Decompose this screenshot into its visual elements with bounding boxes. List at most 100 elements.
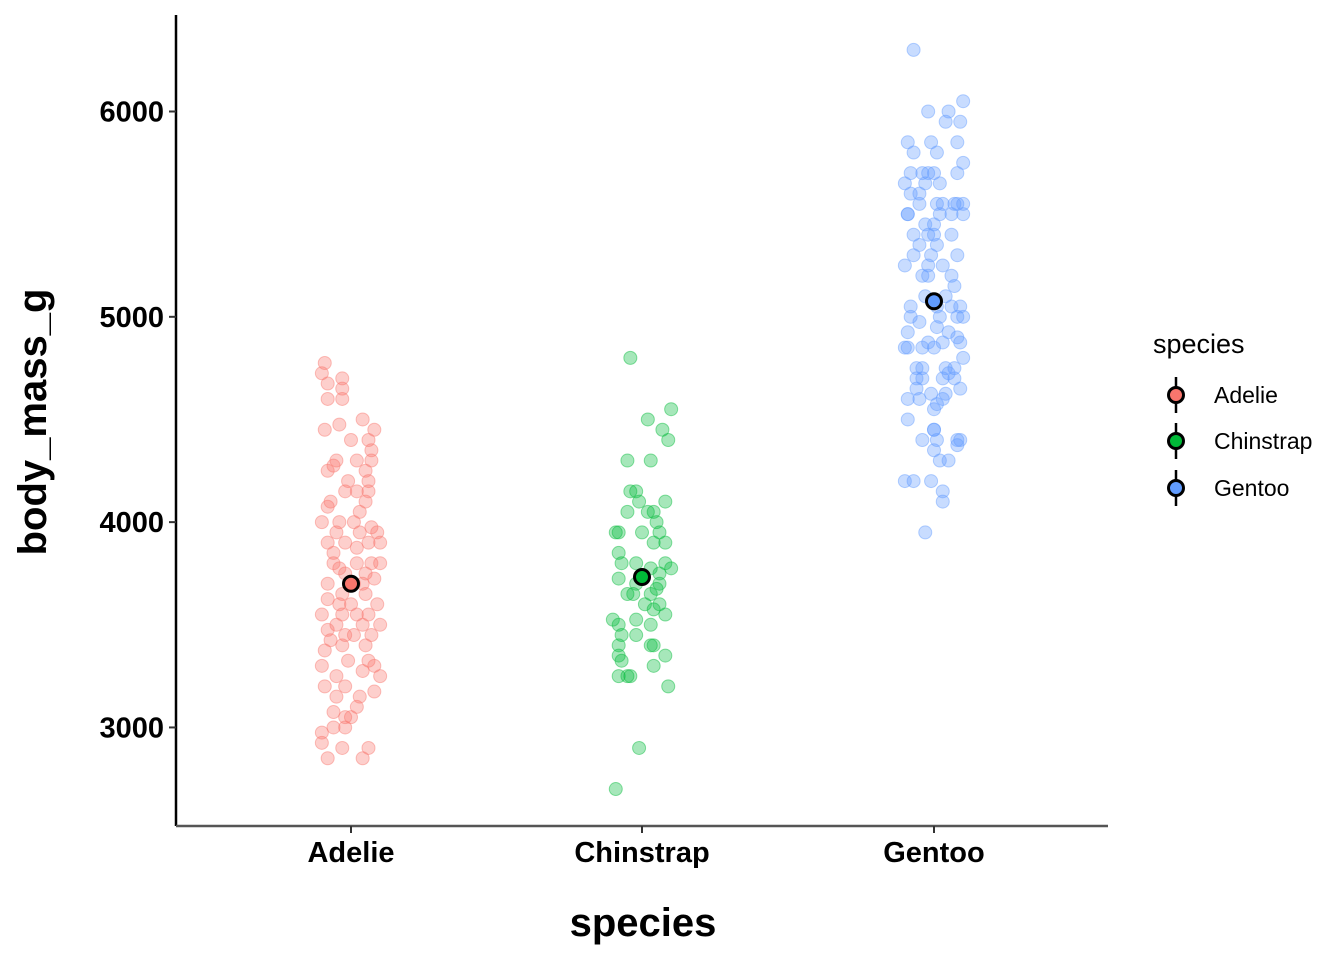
data-point xyxy=(929,145,944,160)
data-point xyxy=(944,268,959,283)
data-point xyxy=(361,535,376,550)
data-point xyxy=(352,689,367,704)
data-point xyxy=(655,422,670,437)
data-point xyxy=(929,320,944,335)
data-point xyxy=(349,556,364,571)
data-point xyxy=(646,602,661,617)
data-point xyxy=(320,576,335,591)
data-point xyxy=(938,114,953,129)
data-point xyxy=(909,371,924,386)
data-point xyxy=(344,433,358,448)
data-point xyxy=(361,740,376,755)
data-point xyxy=(935,494,950,509)
data-point xyxy=(320,622,335,637)
data-point xyxy=(629,628,644,643)
data-point xyxy=(924,474,939,489)
data-point xyxy=(935,484,950,499)
data-point xyxy=(929,196,944,211)
data-point xyxy=(915,361,930,376)
data-point xyxy=(944,227,959,242)
data-point xyxy=(629,612,644,627)
data-point xyxy=(358,638,373,653)
data-point xyxy=(367,422,382,437)
data-point xyxy=(921,227,936,242)
data-point xyxy=(329,669,344,684)
data-point xyxy=(956,94,971,109)
data-point xyxy=(344,710,358,725)
data-point xyxy=(637,597,652,612)
data-point xyxy=(640,412,655,427)
data-point xyxy=(909,381,924,396)
data-point xyxy=(935,335,950,350)
data-point xyxy=(326,545,341,560)
data-point xyxy=(373,535,388,550)
data-point xyxy=(947,371,962,386)
data-point xyxy=(646,658,661,673)
x-axis-title: species xyxy=(570,901,717,945)
data-point xyxy=(918,176,933,191)
data-point xyxy=(953,381,968,396)
data-point xyxy=(361,484,376,499)
data-point xyxy=(935,258,950,273)
data-point xyxy=(614,653,629,668)
data-point xyxy=(620,586,635,601)
data-point xyxy=(329,689,344,704)
data-point xyxy=(611,669,626,684)
legend-label: Adelie xyxy=(1214,382,1278,408)
data-point xyxy=(912,237,927,252)
y-tick-label: 6000 xyxy=(99,96,164,128)
data-point xyxy=(918,525,933,540)
data-point xyxy=(658,494,673,509)
data-point xyxy=(355,751,370,766)
data-point xyxy=(373,617,388,632)
data-point xyxy=(373,669,388,684)
data-point xyxy=(953,299,968,314)
data-point xyxy=(364,556,379,571)
data-point xyxy=(349,453,364,468)
data-point xyxy=(332,515,347,530)
data-point xyxy=(938,386,953,401)
data-point xyxy=(947,196,962,211)
data-point xyxy=(927,340,941,355)
data-point xyxy=(611,638,626,653)
data-point xyxy=(620,504,635,519)
data-point xyxy=(915,166,930,181)
data-point xyxy=(944,299,959,314)
data-point xyxy=(332,417,347,432)
data-point xyxy=(927,166,941,181)
data-point xyxy=(358,586,373,601)
data-point xyxy=(906,248,921,263)
x-tick-label: Gentoo xyxy=(883,837,985,869)
data-point xyxy=(921,268,936,283)
data-point xyxy=(950,309,965,324)
data-point xyxy=(903,309,918,324)
data-point xyxy=(927,227,941,242)
data-point xyxy=(932,207,947,222)
data-point xyxy=(924,135,939,150)
data-point xyxy=(361,474,376,489)
data-point xyxy=(338,535,353,550)
axes-layer: 3000 4000 5000 6000 Adelie Chinstrap Gentoo xyxy=(99,15,1108,869)
data-point xyxy=(611,525,626,540)
data-point xyxy=(329,453,344,468)
data-point xyxy=(927,422,941,437)
data-point xyxy=(361,607,376,622)
data-point xyxy=(927,402,941,417)
data-point xyxy=(643,453,658,468)
data-point xyxy=(652,566,667,581)
legend-title: species xyxy=(1153,329,1245,359)
data-point xyxy=(932,176,947,191)
legend-label: Gentoo xyxy=(1214,475,1289,501)
mean-point-gentoo xyxy=(925,292,943,311)
data-point xyxy=(924,386,939,401)
data-point xyxy=(649,515,664,530)
data-point xyxy=(903,186,918,201)
data-point xyxy=(352,525,367,540)
y-tick-label: 5000 xyxy=(99,302,164,334)
data-point xyxy=(341,653,356,668)
data-point xyxy=(317,422,332,437)
data-point xyxy=(355,663,370,678)
data-point xyxy=(927,217,941,232)
data-point xyxy=(364,453,379,468)
